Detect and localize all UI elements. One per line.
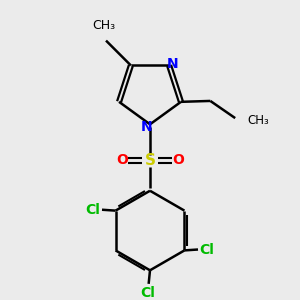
Text: N: N [167,57,178,70]
Text: S: S [145,153,155,168]
Text: O: O [116,154,128,167]
Text: CH₃: CH₃ [248,114,270,127]
Text: Cl: Cl [140,286,155,300]
Text: N: N [141,121,153,134]
Text: O: O [172,154,184,167]
Text: Cl: Cl [200,242,214,256]
Text: Cl: Cl [85,203,100,217]
Text: CH₃: CH₃ [92,20,115,32]
